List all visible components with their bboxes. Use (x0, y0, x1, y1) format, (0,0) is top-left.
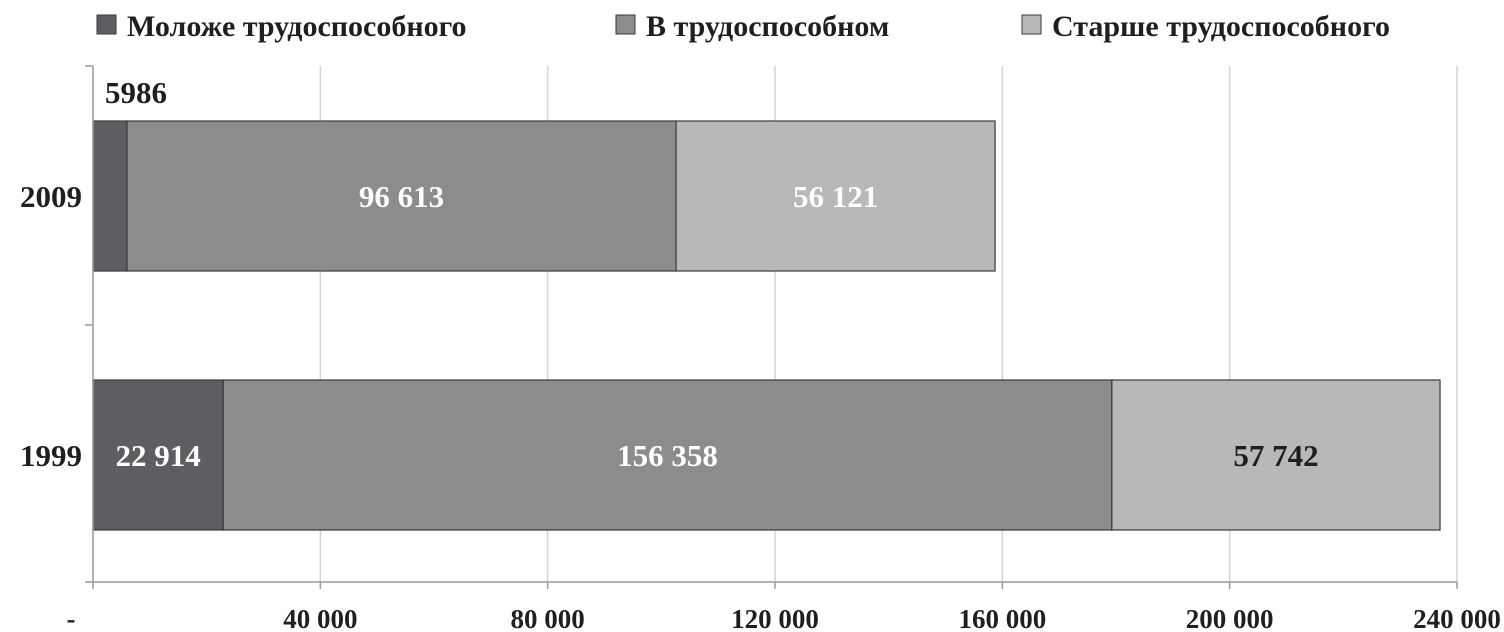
x-tick-label: 120 000 (731, 604, 819, 632)
category-label: 2009 (20, 179, 82, 214)
data-label: 5986 (105, 75, 167, 110)
x-tick-label: 240 000 (1413, 604, 1501, 632)
bar-segment (1111, 379, 1441, 531)
legend: Моложе трудоспособного В трудоспособном Ст… (96, 10, 1390, 43)
category-labels: 2009 1999 (20, 179, 82, 473)
x-tick-label: 160 000 (958, 604, 1046, 632)
x-tick-label: 40 000 (283, 604, 357, 632)
bar-segment (92, 120, 128, 272)
legend-swatch (1021, 14, 1042, 35)
axes (85, 65, 1458, 589)
category-label: 1999 (20, 438, 82, 473)
bar-segment (675, 120, 996, 272)
data-label: 156 358 (617, 438, 718, 473)
legend-swatch (96, 14, 117, 35)
bars (92, 120, 1441, 531)
legend-label: В трудоспособном (646, 10, 889, 43)
x-tick-label: 200 000 (1186, 604, 1274, 632)
data-label: 22 914 (115, 438, 200, 473)
legend-swatch (615, 14, 636, 35)
legend-label: Старше трудоспособного (1052, 10, 1390, 43)
data-label: 96 613 (359, 179, 444, 214)
bar-segment (222, 379, 1113, 531)
x-tick-label: 80 000 (511, 604, 585, 632)
data-label: 56 121 (793, 179, 878, 214)
data-label: 57 742 (1233, 438, 1318, 473)
value-labels: 5986 96 613 56 121 22 914 156 358 57 742 (105, 75, 1319, 473)
tick-labels: - 40 000 80 000 120 000 160 000 200 000 240 00… (67, 604, 1501, 632)
legend-label: Моложе трудоспособного (127, 10, 467, 43)
x-tick-label: - (67, 604, 76, 632)
bar-segment (92, 379, 224, 531)
